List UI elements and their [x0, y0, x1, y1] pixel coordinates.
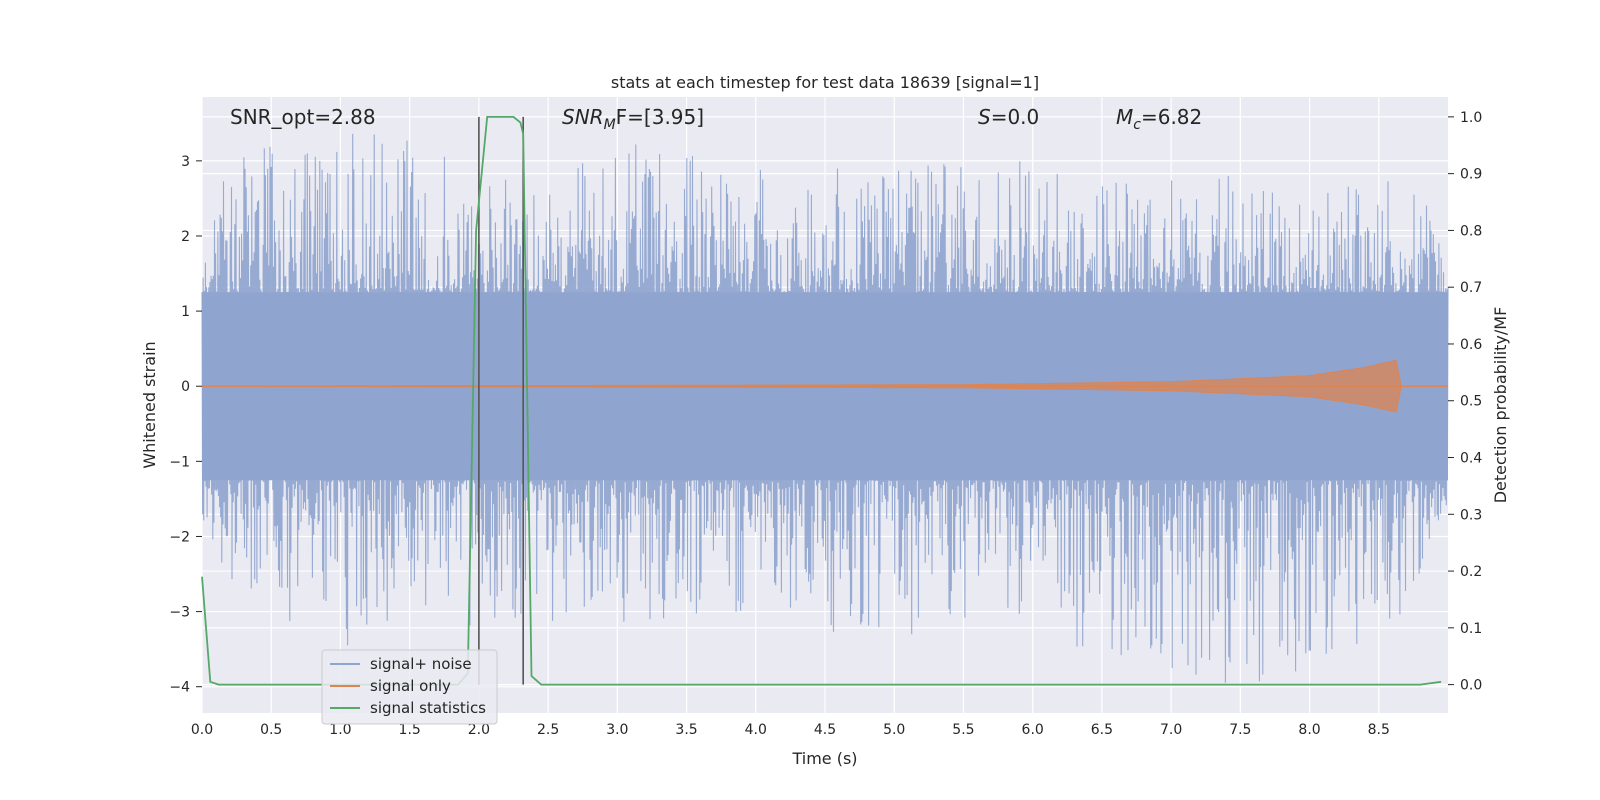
y-tick-label: −3 [169, 605, 190, 621]
y-tick-label: −4 [169, 680, 190, 696]
y2-tick-label: 0.9 [1460, 167, 1482, 183]
annotation-4: Mc=6.82 [1116, 105, 1202, 133]
series-signal-statistics-line [201, 116, 1442, 686]
x-tick-label: 6.0 [1022, 722, 1044, 738]
annotation-2: SNRMF=[3.95] [562, 105, 704, 133]
legend-box [321, 649, 498, 725]
annotation-rest: =6.82 [1141, 105, 1202, 129]
y-axis-label: Whitened strain [140, 341, 159, 468]
legend: signal+ noise signal only signal statistic… [321, 649, 498, 725]
annotation-rest: =0.0 [991, 105, 1040, 129]
y2-axis-label: Detection probability/MF [1491, 307, 1510, 504]
annotation-subscript: c [1133, 117, 1141, 133]
legend-label-1: signal+ noise [370, 655, 472, 673]
x-tick-label: 3.5 [675, 722, 697, 738]
x-tick-label: 8.0 [1298, 722, 1320, 738]
x-tick-label: 2.5 [537, 722, 559, 738]
x-tick-label: 1.0 [329, 722, 351, 738]
annotations: SNR_opt=2.88 SNRMF=[3.95] S=0.0 Mc=6.82 [230, 105, 1202, 133]
chart-title: stats at each timestep for test data 186… [611, 73, 1039, 92]
legend-label-3: signal statistics [370, 699, 486, 717]
x-tick-label: 5.0 [883, 722, 905, 738]
x-tick-label: 7.0 [1160, 722, 1182, 738]
y2-tick-label: 0.1 [1460, 621, 1482, 637]
legend-label-2: signal only [370, 677, 451, 695]
y2-tick-label: 0.4 [1460, 451, 1482, 467]
annotation-1: SNR_opt=2.88 [230, 105, 376, 129]
x-tick-label: 7.5 [1229, 722, 1251, 738]
annotation-3: S=0.0 [978, 105, 1039, 129]
x-tick-label: 4.0 [745, 722, 767, 738]
annotation-main: SNR [562, 105, 604, 129]
x-tick-label: 0.0 [191, 722, 213, 738]
x-tick-label: 4.5 [814, 722, 836, 738]
x-tick-label: 0.5 [260, 722, 282, 738]
y-tick-label: 2 [181, 229, 190, 245]
x-tick-label: 2.0 [468, 722, 490, 738]
y2-tick-label: 1.0 [1460, 110, 1482, 126]
y2-tick-label: 0.7 [1460, 280, 1482, 296]
y2-tick-label: 0.6 [1460, 337, 1482, 353]
x-tick-label: 3.0 [606, 722, 628, 738]
y-tick-label: −2 [169, 529, 190, 545]
x-tick-label: 8.5 [1368, 722, 1390, 738]
ticks: 0.0 0.5 1.0 1.5 2.0 2.5 3.0 3.5 4.0 4.5 5.0 5.5 6.0 6… [169, 110, 1482, 738]
x-tick-label: 5.5 [952, 722, 974, 738]
y2-tick-label: 0.3 [1460, 507, 1482, 523]
y-tick-label: −1 [169, 454, 190, 470]
y-tick-label: 0 [181, 379, 190, 395]
annotation-main: M [1116, 105, 1133, 129]
series-layer [201, 116, 1449, 686]
y-tick-label: 1 [181, 304, 190, 320]
y2-tick-label: 0.8 [1460, 223, 1482, 239]
x-tick-label: 1.5 [399, 722, 421, 738]
y-tick-label: 3 [181, 154, 190, 170]
annotation-main: S [978, 105, 991, 129]
x-tick-label: 6.5 [1091, 722, 1113, 738]
annotation-rest: F=[3.95] [616, 105, 704, 129]
y2-tick-label: 0.0 [1460, 678, 1482, 694]
annotation-subscript: M [604, 117, 616, 133]
y2-tick-label: 0.5 [1460, 394, 1482, 410]
y2-tick-label: 0.2 [1460, 564, 1482, 580]
x-axis-label: Time (s) [791, 749, 857, 768]
